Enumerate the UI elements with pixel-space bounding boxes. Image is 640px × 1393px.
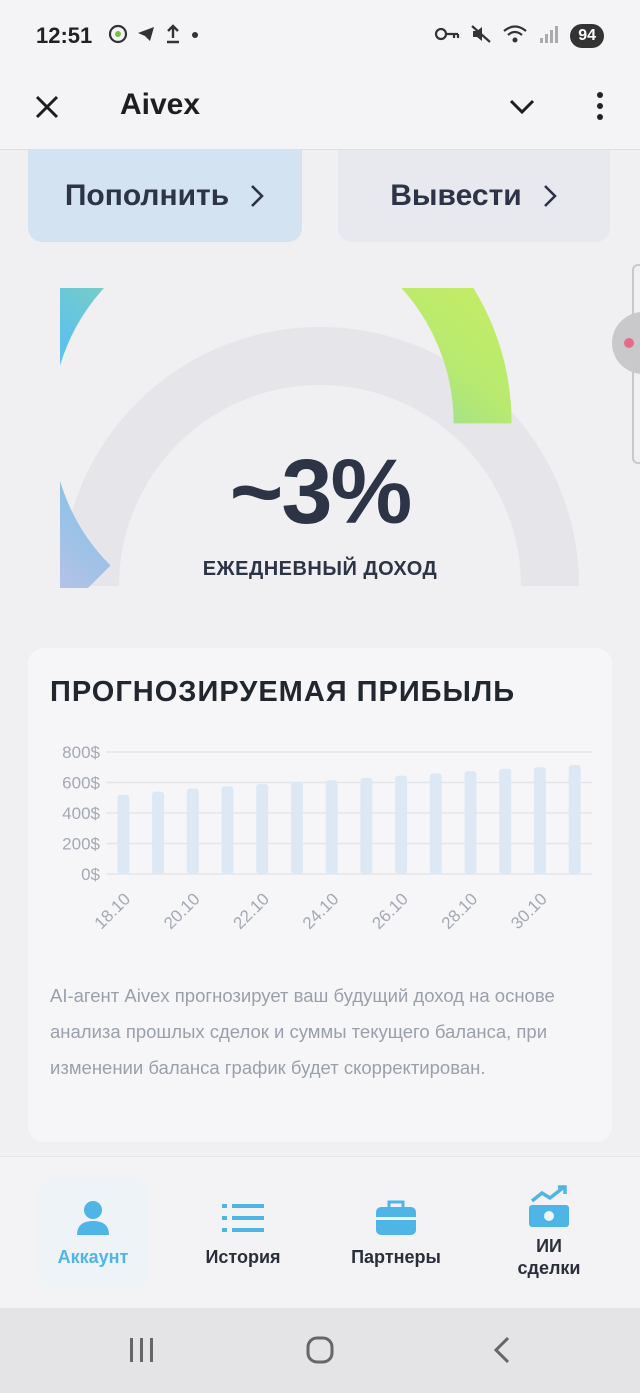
status-left: 12:51 [36, 23, 200, 49]
recent-apps-icon [130, 1338, 153, 1362]
edge-handle-dot [624, 338, 634, 348]
expand-button[interactable] [502, 90, 542, 124]
mute-icon [470, 24, 492, 49]
nav-item-history[interactable]: История [188, 1177, 298, 1289]
y-tick-label: 800$ [62, 743, 100, 762]
more-dot-icon [597, 103, 603, 109]
chart-bar [429, 773, 442, 874]
nav-label-ai-deals: ИИ сделки [517, 1236, 581, 1278]
x-tick-label: 24.10 [299, 889, 343, 933]
chevron-right-icon [251, 185, 265, 207]
signal-icon [538, 24, 560, 49]
dot-icon [190, 27, 200, 45]
briefcase-icon [375, 1198, 417, 1238]
chart-bar [186, 788, 199, 874]
deposit-button[interactable]: Пополнить [28, 150, 302, 242]
x-tick-label: 26.10 [368, 889, 412, 933]
y-tick-label: 200$ [62, 835, 100, 854]
withdraw-button[interactable]: Вывести [338, 150, 610, 242]
back-button[interactable] [484, 1334, 520, 1366]
page-title: Aivex [120, 88, 201, 121]
forecast-card: ПРОГНОЗИРУЕМАЯ ПРИБЫЛЬ 800$ 600$ 400$ 200$ 0… [28, 648, 612, 1142]
status-time: 12:51 [36, 23, 93, 48]
close-button[interactable] [30, 90, 64, 124]
money-growth-icon [528, 1185, 570, 1227]
y-tick-label: 600$ [62, 774, 100, 793]
y-tick-label: 0$ [81, 865, 100, 884]
whatsapp-icon [108, 24, 128, 49]
gauge-caption: ЕЖЕДНЕВНЫЙ ДОХОД [202, 558, 438, 580]
chart-bar [395, 775, 408, 874]
status-right: 94 [434, 24, 604, 49]
list-icon [222, 1198, 264, 1238]
browser-header: Aivex [0, 72, 640, 150]
chart-bar [256, 784, 269, 874]
daily-income-gauge [60, 288, 579, 588]
wifi-icon [502, 24, 528, 49]
chart-bar [325, 780, 338, 874]
chart-bar [290, 781, 303, 874]
gauge-fill [60, 288, 512, 588]
more-dot-icon [597, 114, 603, 120]
upload-icon [164, 23, 182, 49]
user-icon [75, 1198, 111, 1238]
back-icon [493, 1336, 510, 1364]
telegram-icon [136, 24, 156, 49]
nav-item-ai-deals[interactable]: ИИ сделки [494, 1177, 604, 1289]
withdraw-label: Вывести [390, 179, 522, 212]
chevron-right-icon [543, 185, 557, 207]
nav-label-account: Аккаунт [57, 1247, 129, 1267]
y-tick-label: 400$ [62, 804, 100, 823]
deposit-label: Пополнить [64, 179, 230, 212]
forecast-title: ПРОГНОЗИРУЕМАЯ ПРИБЫЛЬ [50, 676, 516, 708]
status-notification-icons [108, 23, 200, 49]
nav-label-history: История [205, 1247, 281, 1267]
key-icon [434, 25, 460, 48]
x-tick-label: 20.10 [160, 889, 204, 933]
forecast-description: AI-агент Aivex прогнозирует ваш будущий … [50, 985, 555, 1078]
chart-bar [117, 794, 130, 874]
chevron-down-icon [509, 99, 535, 115]
edge-panel-handle[interactable] [612, 312, 640, 374]
chart-bar [499, 768, 512, 874]
more-options-button[interactable] [586, 86, 614, 126]
chart-bar [360, 777, 373, 874]
nav-item-partners[interactable]: Партнеры [338, 1177, 454, 1289]
more-dot-icon [597, 92, 603, 98]
chart-bar [152, 791, 165, 874]
gauge-value: ~3% [229, 441, 413, 543]
chart-bar [533, 767, 546, 874]
chart-bar [568, 764, 581, 874]
chart-bar [221, 786, 234, 874]
status-bar: 12:51 [0, 0, 640, 72]
x-tick-label: 22.10 [230, 889, 274, 933]
x-tick-label: 18.10 [91, 889, 135, 933]
chart-bar [464, 771, 477, 874]
home-button[interactable] [302, 1334, 338, 1366]
close-icon [35, 95, 59, 119]
home-icon [306, 1336, 334, 1364]
nav-label-partners: Партнеры [351, 1247, 441, 1267]
recent-apps-button[interactable] [124, 1334, 160, 1366]
bottom-navigation: Аккаунт История Партнеры ИИ сделки [0, 1156, 640, 1308]
nav-item-account[interactable]: Аккаунт [38, 1177, 148, 1289]
battery-level: 94 [570, 24, 604, 48]
forecast-chart: 800$ 600$ 400$ 200$ 0$ 18.10 20.10 22.10 24.10 26… [62, 743, 592, 933]
x-tick-label: 30.10 [507, 889, 551, 933]
system-navigation [0, 1308, 640, 1393]
x-tick-label: 28.10 [438, 889, 482, 933]
gauge-track [61, 327, 579, 587]
